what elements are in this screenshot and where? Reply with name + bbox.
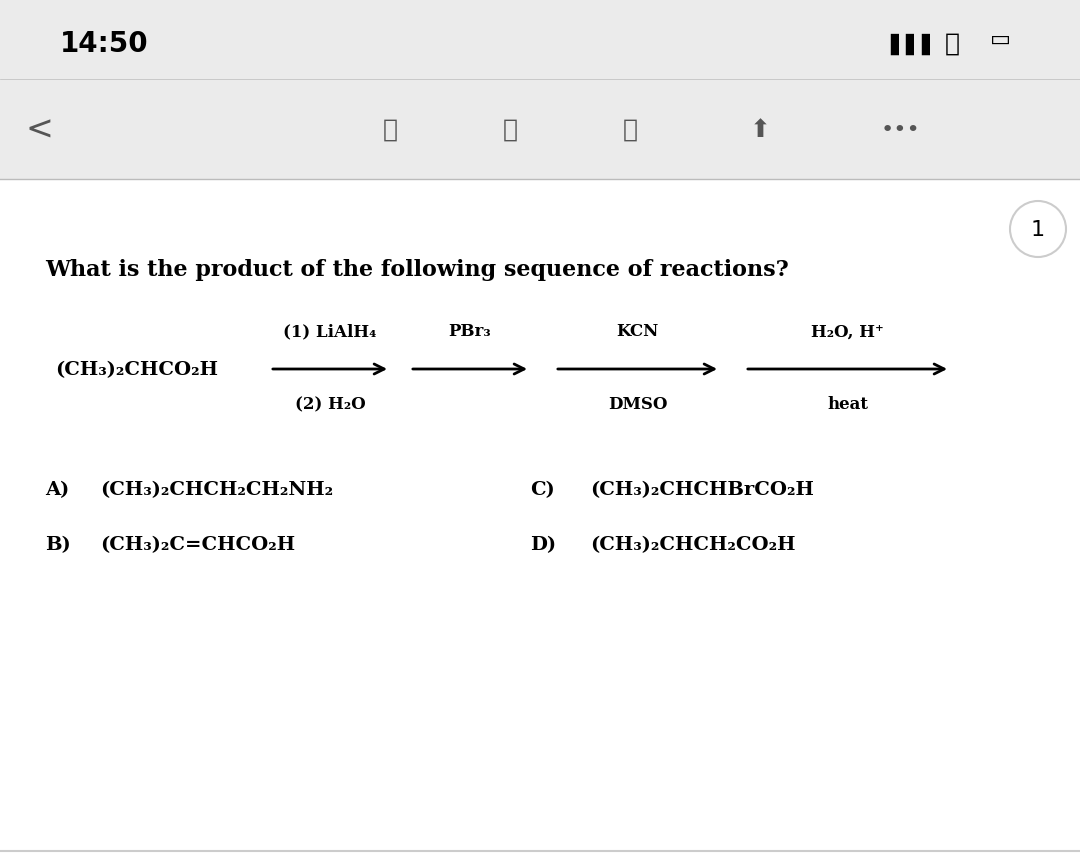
Text: (CH₃)₂CHCH₂CO₂H: (CH₃)₂CHCH₂CO₂H <box>590 536 796 554</box>
Text: 🌿: 🌿 <box>382 118 397 142</box>
Bar <box>0 0 1080 80</box>
Text: KCN: KCN <box>617 323 659 340</box>
Text: H₂O, H⁺: H₂O, H⁺ <box>811 323 883 340</box>
Text: PBr₃: PBr₃ <box>448 323 491 340</box>
Text: C): C) <box>530 480 555 498</box>
Text: •••: ••• <box>880 120 920 140</box>
Text: B): B) <box>45 536 71 554</box>
Bar <box>0 80 1080 180</box>
Text: A): A) <box>45 480 69 498</box>
Text: What is the product of the following sequence of reactions?: What is the product of the following seq… <box>45 258 788 281</box>
Text: DMSO: DMSO <box>608 396 667 413</box>
Text: (CH₃)₂CHCH₂CH₂NH₂: (CH₃)₂CHCH₂CH₂NH₂ <box>100 480 333 498</box>
Text: ▭: ▭ <box>990 30 1011 50</box>
Text: heat: heat <box>827 396 868 413</box>
Text: ⬆: ⬆ <box>750 118 770 142</box>
Bar <box>0 180 1080 853</box>
Circle shape <box>1010 202 1066 258</box>
Text: ⌒: ⌒ <box>945 32 960 56</box>
Text: <: < <box>25 113 53 147</box>
Text: (2) H₂O: (2) H₂O <box>295 396 365 413</box>
Text: ▌▌▌: ▌▌▌ <box>890 33 939 55</box>
Text: (CH₃)₂CHCO₂H: (CH₃)₂CHCO₂H <box>55 361 218 379</box>
Text: (1) LiAlH₄: (1) LiAlH₄ <box>283 323 377 340</box>
Text: 🔍: 🔍 <box>622 118 637 142</box>
Text: (CH₃)₂CHCHBrCO₂H: (CH₃)₂CHCHBrCO₂H <box>590 480 814 498</box>
Text: D): D) <box>530 536 556 554</box>
Text: 14:50: 14:50 <box>60 30 149 58</box>
Text: 1: 1 <box>1031 220 1045 240</box>
Text: 📄: 📄 <box>502 118 517 142</box>
Text: (CH₃)₂C=CHCO₂H: (CH₃)₂C=CHCO₂H <box>100 536 295 554</box>
